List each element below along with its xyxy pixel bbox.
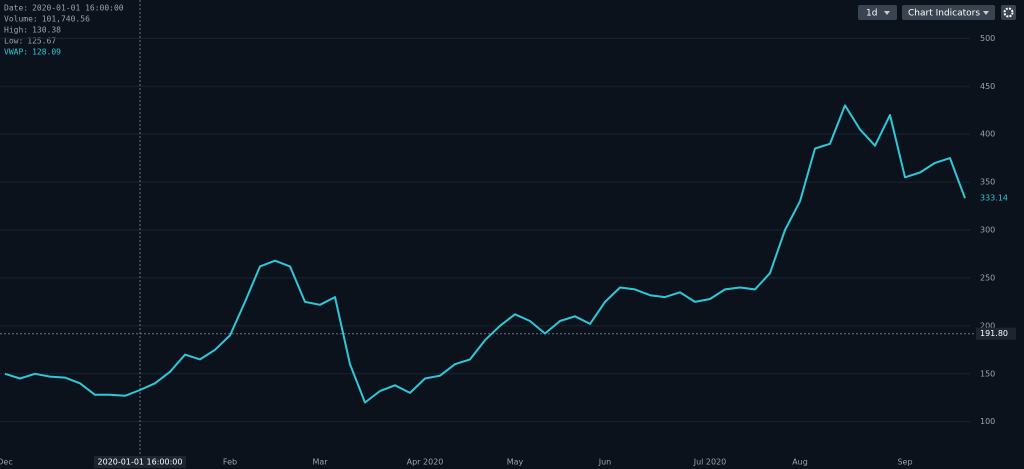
dropdown-arrow xyxy=(983,11,989,15)
y-tick-label: 400 xyxy=(980,130,995,139)
y-tick-label: 350 xyxy=(980,178,995,187)
y-tick-label: 150 xyxy=(980,369,995,378)
x-tick-label: Dec xyxy=(0,458,13,467)
y-tick-label: 200 xyxy=(980,321,995,330)
info-label: High: xyxy=(4,26,28,35)
x-tick-label: Apr 2020 xyxy=(407,458,444,467)
x-tick-label: Aug xyxy=(792,458,808,467)
info-label: VWAP: xyxy=(4,48,28,57)
y-tick-label: 250 xyxy=(980,273,995,282)
toolbar: 1d Chart Indicators xyxy=(858,5,1016,20)
interval-label: 1d xyxy=(866,9,877,19)
info-panel: Date: 2020-01-01 16:00:00 Volume: 101,740.5… xyxy=(4,4,124,57)
y-tick-label: 450 xyxy=(980,82,995,91)
info-label: Low: xyxy=(4,37,23,46)
x-tick-label: May xyxy=(507,458,524,467)
y-tick-label: 500 xyxy=(980,34,995,43)
x-tick-label: Jun xyxy=(598,458,612,467)
x-tick-label: Feb xyxy=(223,458,237,467)
x-tick-label: Sep xyxy=(897,458,912,467)
crosshair-y-label-bg xyxy=(976,327,1016,340)
info-value: 125.67 xyxy=(27,37,56,46)
gear-icon xyxy=(1003,7,1014,18)
y-tick-label: 300 xyxy=(980,226,995,235)
info-value: 128.09 xyxy=(32,48,61,57)
settings-button[interactable] xyxy=(1001,5,1016,20)
dropdown-arrow xyxy=(884,11,890,15)
info-value: 101,740.56 xyxy=(42,15,90,24)
indicators-label: Chart Indicators xyxy=(908,9,980,19)
crosshair-y-label: 191.80 xyxy=(980,329,1008,338)
x-tick-label: Mar xyxy=(312,458,328,467)
info-label: Date: xyxy=(4,4,28,13)
indicators-button[interactable] xyxy=(902,5,995,20)
info-value: 2020-01-01 16:00:00 xyxy=(32,4,124,13)
interval-button[interactable] xyxy=(858,5,897,20)
crosshair-x-label: 2020-01-01 16:00:00 xyxy=(98,458,183,467)
info-label: Volume: xyxy=(4,15,38,24)
y-tick-label: 100 xyxy=(980,417,995,426)
last-value-label: 333.14 xyxy=(980,194,1008,203)
info-value: 130.38 xyxy=(32,26,61,35)
crosshair-x-label-bg xyxy=(94,456,186,468)
series-line xyxy=(4,104,966,404)
x-tick-label: Jul 2020 xyxy=(693,458,727,467)
